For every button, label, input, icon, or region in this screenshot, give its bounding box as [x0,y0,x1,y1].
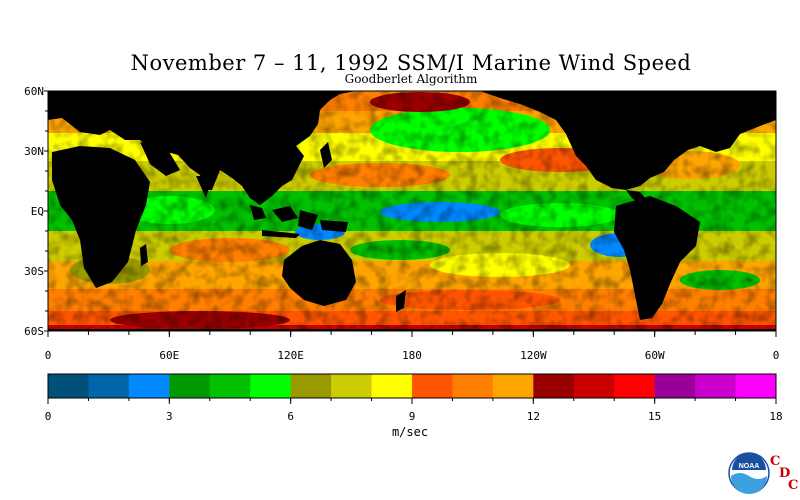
lat-tick-label: 30N [24,145,44,158]
colorbar-units-label: m/sec [391,425,429,439]
lon-tick-label: 60E [159,349,179,362]
cdc-letter-d: D [779,466,791,481]
lon-tick-label: 180 [402,349,422,362]
lon-tick-label: 0 [45,349,52,362]
colorbar-swatch [88,374,130,398]
colorbar-swatch [128,374,170,398]
cdc-letter-c: C [770,454,781,469]
colorbar-swatch [209,374,251,398]
colorbar-tick-label: 3 [166,410,173,423]
lat-tick-label: 60N [24,85,44,98]
colorbar-tick-label: 18 [769,410,782,423]
colorbar-swatch [533,374,575,398]
lat-tick-label: 60S [24,325,44,338]
colorbar-swatch [614,374,656,398]
noaa-logo: NOAA [728,452,770,494]
colorbar-swatch [250,374,292,398]
colorbar-swatch [452,374,494,398]
colorbar-swatch [573,374,615,398]
lon-tick-label: 120E [277,349,304,362]
lon-tick-label: 0 [773,349,780,362]
longitude-axis: 0 60E 120E 180 120W 60W 0 [45,331,780,362]
colorbar-swatch [331,374,373,398]
colorbar-tick-label: 6 [287,410,294,423]
noaa-logo-text: NOAA [739,463,760,470]
colorbar-swatch [169,374,211,398]
land-masses [48,91,776,331]
colorbar-swatch [48,374,89,398]
colorbar-axis: 0 3 6 9 12 15 18 [45,398,783,423]
colorbar-tick-label: 9 [409,410,416,423]
colorbar-swatch [695,374,737,398]
lon-tick-label: 120W [520,349,547,362]
colorbar-tick-label: 12 [527,410,540,423]
map-subtitle: Goodberlet Algorithm [344,72,478,86]
latitude-axis: 60N 30N EQ 30S 60S [24,85,48,338]
colorbar-tick-label: 0 [45,410,52,423]
colorbar [47,373,777,399]
map-title: November 7 – 11, 1992 SSM/I Marine Wind … [130,51,692,75]
colorbar-swatch [735,374,777,398]
lon-tick-label: 60W [645,349,665,362]
colorbar-swatch [492,374,534,398]
colorbar-swatch [412,374,453,398]
lat-tick-label: EQ [31,205,44,218]
colorbar-tick-label: 15 [648,410,661,423]
map-field [48,91,776,331]
colorbar-swatch [654,374,696,398]
colorbar-swatch [371,374,413,398]
colorbar-swatch [290,374,332,398]
lat-tick-label: 30S [24,265,44,278]
cdc-letter-c2: C [788,478,799,493]
